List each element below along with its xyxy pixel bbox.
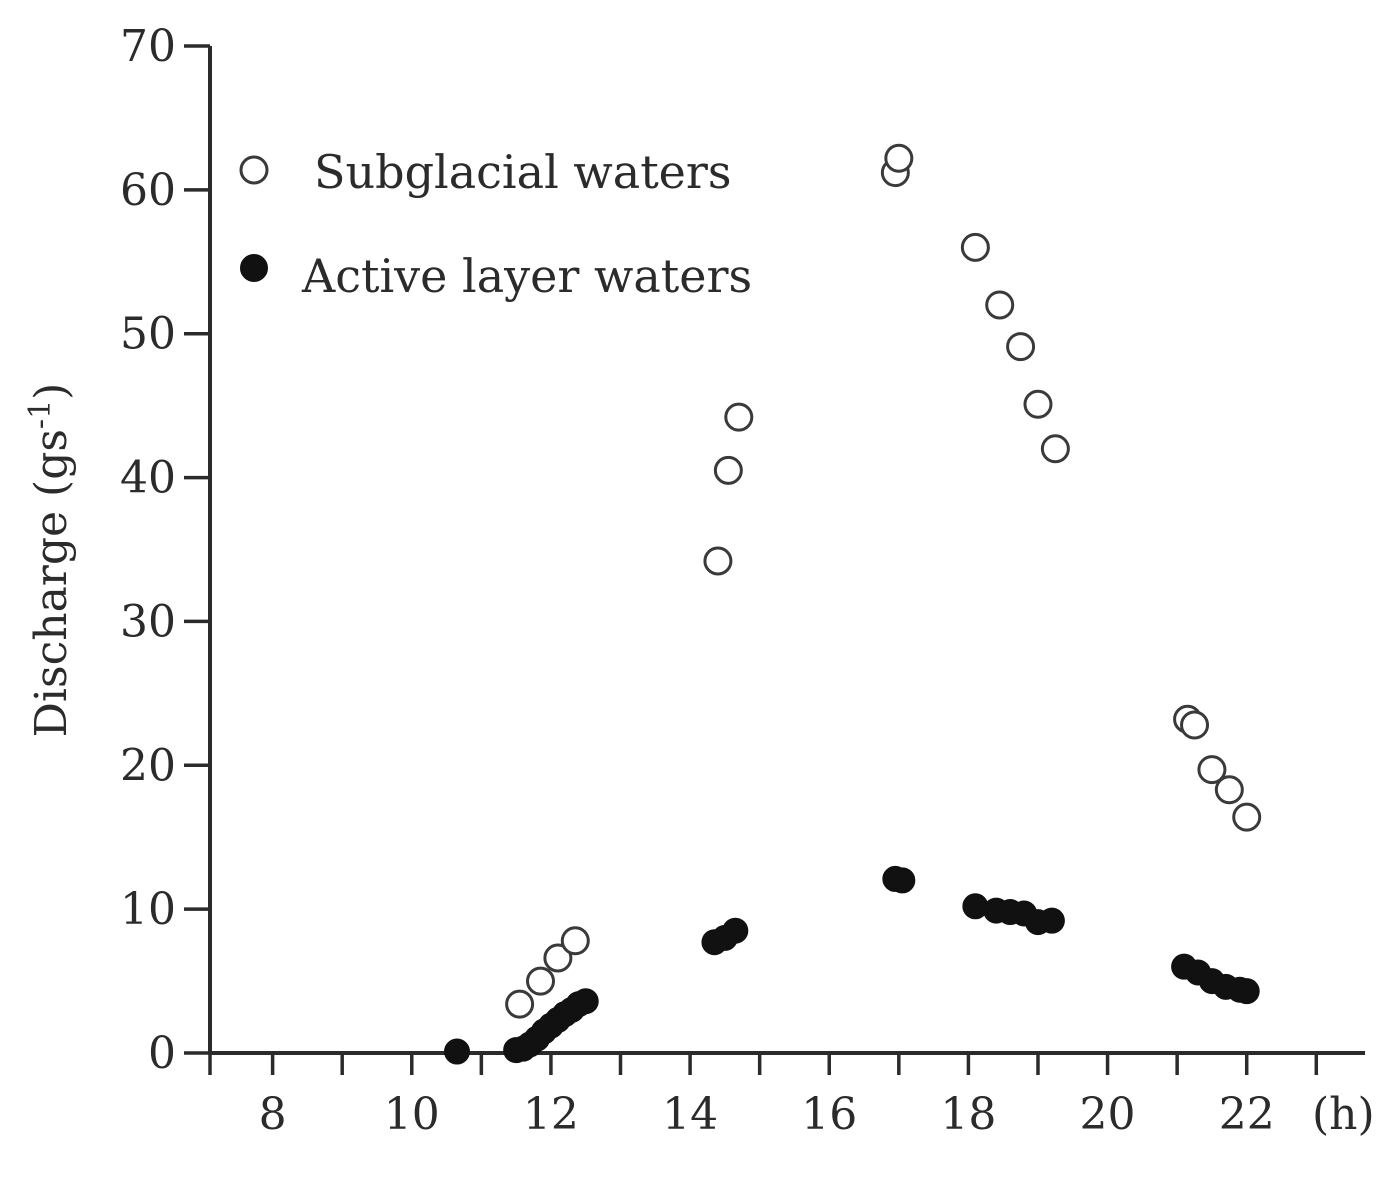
x-tick-label: 22 xyxy=(1219,1089,1275,1140)
y-tick-label: 60 xyxy=(120,165,176,216)
y-axis-title-close: ) xyxy=(26,383,77,400)
x-tick-label: 8 xyxy=(259,1089,287,1140)
x-tick-label: 20 xyxy=(1080,1089,1136,1140)
y-tick-label: 30 xyxy=(120,596,176,647)
active-layer-point xyxy=(572,988,599,1015)
subglacial-point xyxy=(724,402,754,432)
subglacial-point xyxy=(1023,389,1053,419)
subglacial-point xyxy=(1006,332,1036,362)
active-layer-point xyxy=(444,1038,471,1065)
subglacial-point xyxy=(703,546,733,576)
legend-label-subglacial: Subglacial waters xyxy=(314,145,732,199)
y-tick-label: 0 xyxy=(148,1028,176,1079)
y-tick-label: 70 xyxy=(120,21,176,72)
active-layer-point xyxy=(1038,907,1065,934)
y-tick-label: 50 xyxy=(120,309,176,360)
y-tick-label: 10 xyxy=(120,884,176,935)
legend-item-active-layer: Active layer waters xyxy=(240,249,752,303)
x-axis-title: (h) xyxy=(1312,1089,1375,1140)
axes xyxy=(208,46,1365,1055)
x-ticks: 8 10 12 14 16 18 20 22 xyxy=(208,1053,1319,1140)
x-tick-label: 14 xyxy=(662,1089,718,1140)
subglacial-point xyxy=(525,966,555,996)
subglacial-point xyxy=(960,232,990,262)
subglacial-point xyxy=(1180,710,1210,740)
subglacial-point xyxy=(543,943,573,973)
x-tick-label: 16 xyxy=(801,1089,857,1140)
y-ticks: 0 10 20 30 40 50 60 70 xyxy=(120,21,210,1079)
y-axis-title-main: Discharge (gs xyxy=(26,429,77,737)
legend-item-subglacial: Subglacial waters xyxy=(239,145,732,199)
x-tick-label: 18 xyxy=(940,1089,996,1140)
data-points xyxy=(444,143,1262,1065)
subglacial-point xyxy=(713,455,743,485)
subglacial-point xyxy=(884,143,914,173)
x-tick-label: 10 xyxy=(384,1089,440,1140)
legend-marker-open-circle xyxy=(239,155,269,185)
y-tick-label: 40 xyxy=(120,453,176,504)
active-layer-point xyxy=(889,867,916,894)
y-tick-label: 20 xyxy=(120,740,176,791)
active-layer-point xyxy=(722,917,749,944)
subglacial-point xyxy=(1040,434,1070,464)
y-axis-title-superscript: -1 xyxy=(23,400,58,429)
series-active-layer xyxy=(444,865,1260,1065)
y-axis-title: Discharge (gs-1) xyxy=(23,383,77,738)
x-tick-label: 12 xyxy=(523,1089,579,1140)
legend: Subglacial waters Active layer waters xyxy=(239,145,752,303)
legend-marker-filled-circle xyxy=(240,254,268,282)
active-layer-point xyxy=(962,893,989,920)
active-layer-point xyxy=(1233,978,1260,1005)
subglacial-point xyxy=(505,989,535,1019)
subglacial-point xyxy=(1197,755,1227,785)
legend-label-active-layer: Active layer waters xyxy=(301,249,752,303)
subglacial-point xyxy=(985,290,1015,320)
subglacial-point xyxy=(560,926,590,956)
subglacial-point xyxy=(1232,802,1262,832)
subglacial-point xyxy=(1214,775,1244,805)
series-subglacial xyxy=(505,143,1262,1019)
